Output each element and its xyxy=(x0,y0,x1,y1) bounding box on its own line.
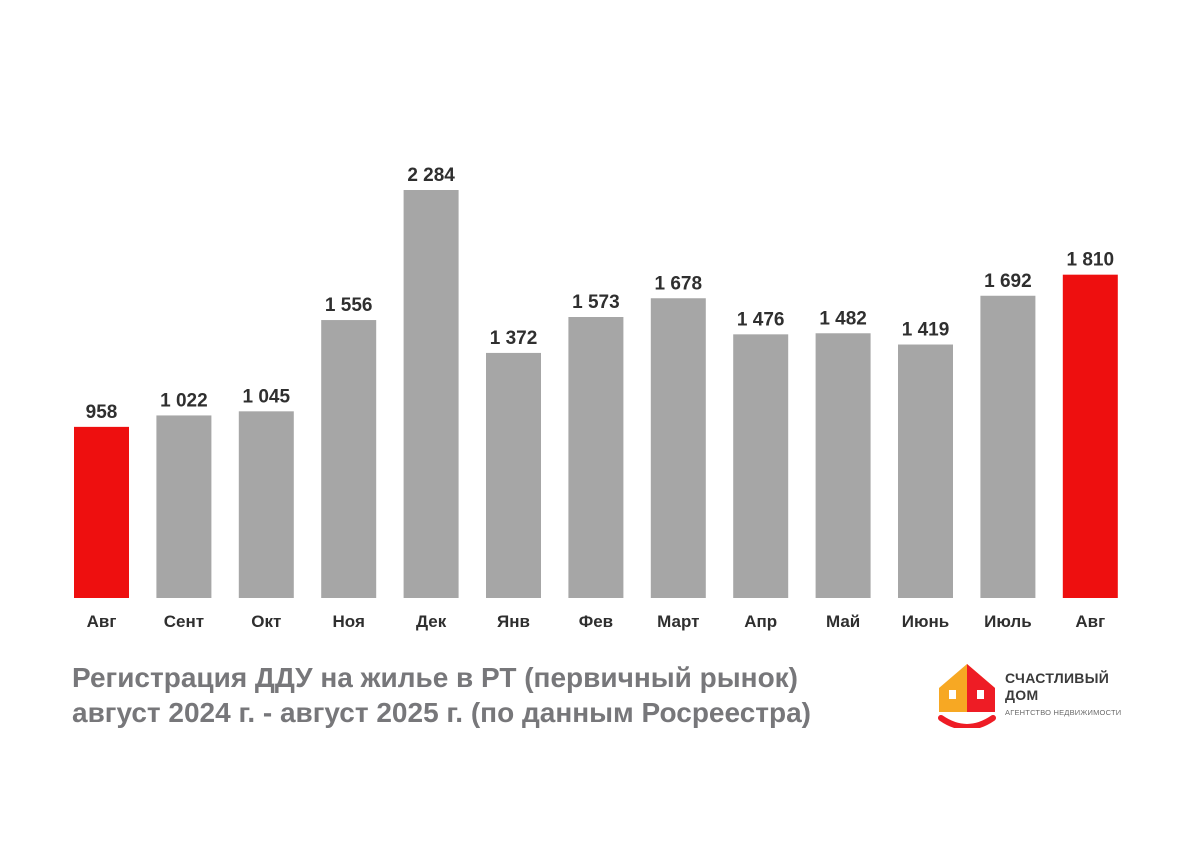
bar-8 xyxy=(650,298,706,598)
bar-3 xyxy=(238,411,294,598)
value-label-13: 1 810 xyxy=(1067,250,1115,271)
value-label-12: 1 692 xyxy=(984,271,1032,292)
category-label-8: Март xyxy=(657,612,699,631)
bar-13 xyxy=(1062,274,1118,598)
bar-1 xyxy=(74,426,129,598)
bar-2 xyxy=(156,415,212,598)
category-label-6: Янв xyxy=(497,612,530,631)
logo-name: СЧАСТЛИВЫЙ ДОМ xyxy=(1005,670,1121,704)
company-logo: СЧАСТЛИВЫЙ ДОМ АГЕНТСТВО НЕДВИЖИМОСТИ xyxy=(935,660,1145,730)
logo-tagline: АГЕНТСТВО НЕДВИЖИМОСТИ xyxy=(1005,708,1122,717)
bar-6 xyxy=(486,352,541,598)
category-label-11: Июнь xyxy=(902,612,949,631)
bar-12 xyxy=(980,295,1036,598)
chart-title-line1: Регистрация ДДУ на жилье в РТ (первичный… xyxy=(72,662,799,693)
chart-title: Регистрация ДДУ на жилье в РТ (первичный… xyxy=(72,660,892,730)
category-label-4: Ноя xyxy=(333,612,365,631)
category-label-10: Май xyxy=(826,612,860,631)
logo-name-line2: ДОМ xyxy=(1005,687,1039,703)
bars-group xyxy=(74,190,1118,598)
bar-9 xyxy=(733,334,789,598)
value-label-9: 1 476 xyxy=(737,309,785,330)
value-label-11: 1 419 xyxy=(902,320,950,341)
category-label-2: Сент xyxy=(164,612,204,631)
logo-name-line1: СЧАСТЛИВЫЙ xyxy=(1005,670,1110,686)
bar-11 xyxy=(898,344,953,598)
value-label-2: 1 022 xyxy=(160,390,208,411)
value-label-1: 958 xyxy=(86,402,118,423)
bar-7 xyxy=(568,317,624,598)
category-label-13: Авг xyxy=(1075,612,1105,631)
chart-title-line2: август 2024 г. - август 2025 г. (по данн… xyxy=(72,697,811,728)
category-label-3: Окт xyxy=(251,612,281,631)
value-label-4: 1 556 xyxy=(325,295,373,316)
value-label-3: 1 045 xyxy=(243,386,291,407)
value-label-8: 1 678 xyxy=(655,273,703,294)
category-label-5: Дек xyxy=(416,612,447,631)
category-label-7: Фев xyxy=(579,612,613,631)
value-label-7: 1 573 xyxy=(572,292,620,313)
category-label-1: Авг xyxy=(87,612,117,631)
bar-5 xyxy=(403,190,459,598)
house-smile-icon xyxy=(938,664,996,728)
bar-4 xyxy=(321,320,377,598)
value-labels-group: 958 1 022 1 045 1 556 2 284 1 372 1 573 1 678 1 … xyxy=(86,165,1114,423)
category-label-9: Апр xyxy=(744,612,777,631)
value-label-6: 1 372 xyxy=(490,328,538,349)
value-label-10: 1 482 xyxy=(819,308,867,329)
bar-10 xyxy=(815,333,871,598)
value-label-5: 2 284 xyxy=(407,165,455,186)
category-label-12: Июль xyxy=(984,612,1032,631)
category-labels-group: Авг Сент Окт Ноя Дек Янв Фев Март Апр Май Июнь Июль… xyxy=(87,612,1106,631)
